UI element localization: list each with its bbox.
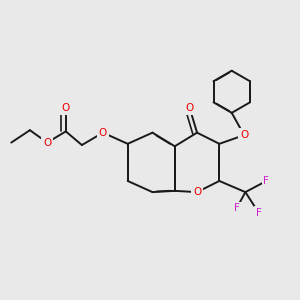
Text: F: F <box>234 203 240 213</box>
Text: O: O <box>43 138 51 148</box>
Text: F: F <box>256 208 262 218</box>
Text: O: O <box>99 128 107 138</box>
Text: O: O <box>185 103 194 113</box>
Text: O: O <box>62 103 70 113</box>
Text: F: F <box>263 176 269 186</box>
Text: O: O <box>193 187 201 197</box>
Text: O: O <box>240 130 248 140</box>
